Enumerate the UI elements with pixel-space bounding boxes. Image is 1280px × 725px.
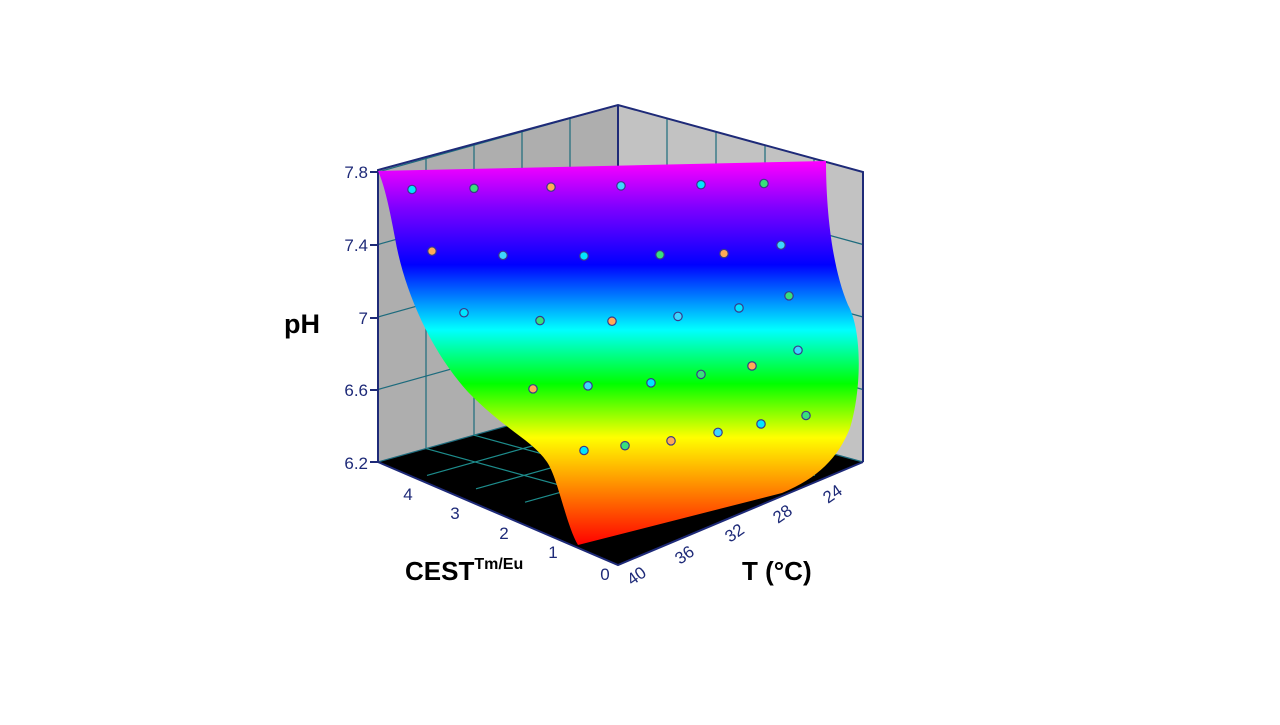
ph-tick-label: 7.8 <box>344 163 368 182</box>
ph-axis-title: pH <box>284 309 320 339</box>
data-point <box>719 248 729 259</box>
cest-tick-label: 4 <box>403 485 412 504</box>
data-point <box>793 345 803 356</box>
data-point <box>666 436 676 446</box>
ph-tick-label: 6.6 <box>344 381 368 400</box>
t-tick-label: 32 <box>721 520 747 546</box>
data-point <box>607 316 617 327</box>
data-point <box>646 378 656 388</box>
data-point <box>673 311 683 322</box>
data-point <box>696 369 706 380</box>
data-point <box>583 381 593 391</box>
ph-ticks: 7.8 7.4 7 6.6 6.2 <box>344 163 378 473</box>
data-point <box>535 315 545 326</box>
data-point <box>616 181 626 191</box>
ph-tick-label: 7 <box>359 309 368 328</box>
data-point <box>427 246 437 256</box>
t-tick-label: 28 <box>769 501 795 527</box>
data-point <box>469 183 479 194</box>
cest-axis-title-superscript: Tm/Eu <box>474 556 523 573</box>
cest-tick-label: 2 <box>499 524 508 543</box>
t-tick-label: 40 <box>623 563 649 589</box>
ph-tick-label: 6.2 <box>344 454 368 473</box>
data-point <box>459 307 469 318</box>
data-point <box>620 440 630 451</box>
cest-axis-title-main: CEST <box>405 556 474 586</box>
data-point <box>498 250 508 261</box>
data-point <box>747 361 757 371</box>
data-point <box>528 384 538 394</box>
data-point <box>784 291 794 301</box>
ph-tick-label: 7.4 <box>344 236 368 255</box>
data-point <box>546 182 556 192</box>
data-point <box>776 240 786 250</box>
temperature-axis-title: T (°C) <box>742 556 812 586</box>
data-point <box>579 251 589 261</box>
data-points <box>407 178 811 456</box>
data-point <box>579 445 589 456</box>
data-point <box>696 179 706 190</box>
data-point <box>801 410 811 421</box>
data-point <box>407 184 417 195</box>
cest-tick-label: 0 <box>600 565 609 584</box>
data-point <box>759 178 769 189</box>
ph-surface <box>378 161 859 545</box>
t-tick-label: 24 <box>819 481 845 507</box>
cest-tick-label: 3 <box>450 504 459 523</box>
data-point <box>756 419 766 429</box>
t-tick-label: 36 <box>671 542 697 568</box>
data-point <box>655 249 665 260</box>
data-point <box>734 303 744 313</box>
cest-axis-title: CESTTm/Eu <box>405 556 523 586</box>
data-point <box>713 427 723 438</box>
cest-tick-label: 1 <box>548 543 557 562</box>
cest-ticks: 4 3 2 1 0 <box>403 485 609 584</box>
